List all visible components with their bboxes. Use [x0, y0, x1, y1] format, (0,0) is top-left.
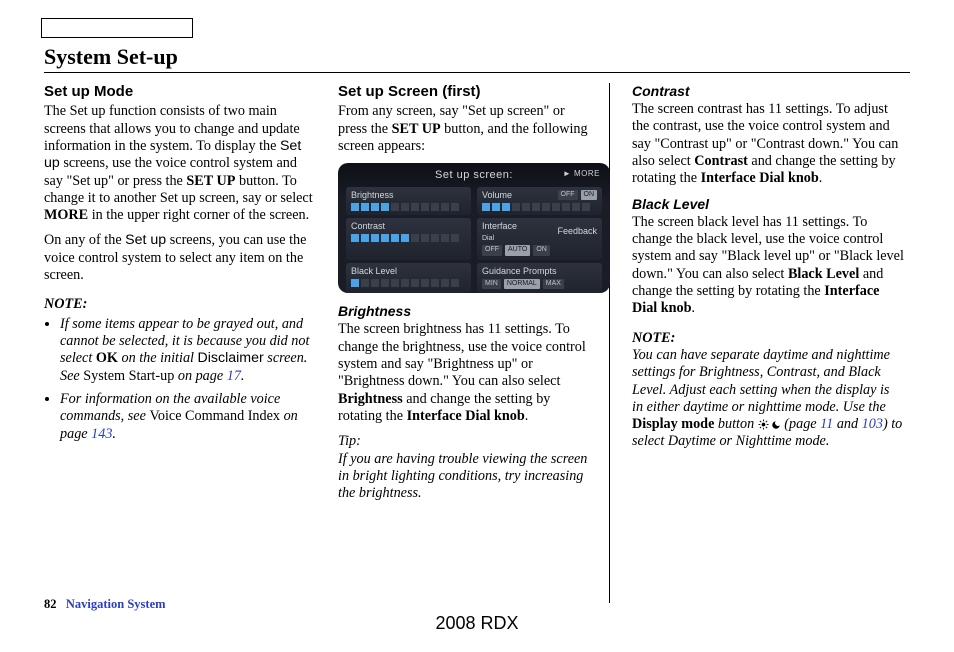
para-black-level: The screen black level has 11 settings. …	[632, 214, 904, 318]
ns-cell: VolumeOFFON	[477, 187, 602, 215]
top-index-box	[41, 18, 193, 38]
nav-setup-screenshot: Set up screen: ► MORE BrightnessVolumeOF…	[338, 163, 610, 293]
ns-cell: Contrast	[346, 218, 471, 260]
heading-setup-screen: Set up Screen (first)	[338, 83, 595, 101]
ns-cell: Black Level	[346, 263, 471, 294]
para-setup-screen-1: From any screen, say "Set up screen" or …	[338, 103, 595, 155]
heading-black-level: Black Level	[632, 196, 904, 213]
note-body-2: You can have separate daytime and nightt…	[632, 347, 904, 451]
ns-cell: Guidance PromptsMINNORMALMAX	[477, 263, 602, 294]
heading-setup-mode: Set up Mode	[44, 83, 316, 101]
ns-title: Set up screen: ► MORE	[346, 169, 602, 182]
note-list: If some items appear to be grayed out, a…	[44, 316, 316, 443]
ns-cell: InterfaceDialFeedbackOFFAUTOON	[477, 218, 602, 260]
title-rule	[44, 72, 910, 73]
column-2: Set up Screen (first) From any screen, s…	[338, 83, 610, 603]
footer-left: 82 Navigation System	[44, 597, 166, 612]
heading-brightness: Brightness	[338, 303, 595, 320]
note-item-2: For information on the available voice c…	[60, 391, 316, 443]
ns-more-label: ► MORE	[563, 169, 600, 179]
sun-moon-icon	[758, 419, 781, 430]
page-title: System Set-up	[44, 44, 910, 70]
column-1: Set up Mode The Set up function consists…	[44, 83, 316, 603]
note-item-1: If some items appear to be grayed out, a…	[60, 316, 316, 385]
footer-model: 2008 RDX	[0, 613, 954, 634]
tip-heading: Tip:	[338, 433, 595, 450]
ns-cell: Brightness	[346, 187, 471, 215]
note-heading-2: NOTE:	[632, 330, 904, 347]
para-contrast: The screen contrast has 11 settings. To …	[632, 101, 904, 188]
para-setup-mode-2: On any of the Set up screens, you can us…	[44, 232, 316, 284]
heading-contrast: Contrast	[632, 83, 904, 100]
column-3: Contrast The screen contrast has 11 sett…	[632, 83, 904, 603]
para-setup-mode-1: The Set up function consists of two main…	[44, 103, 316, 224]
para-brightness: The screen brightness has 11 settings. T…	[338, 321, 595, 425]
tip-body: If you are having trouble viewing the sc…	[338, 451, 595, 503]
note-heading: NOTE:	[44, 296, 316, 313]
